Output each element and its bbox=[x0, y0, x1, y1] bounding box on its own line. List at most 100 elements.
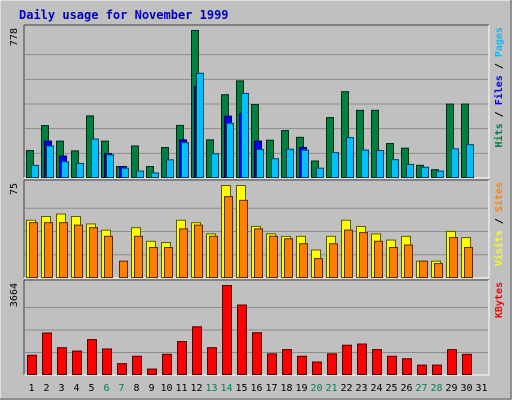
pages-bar-fill bbox=[211, 153, 219, 178]
hits-bar-fill bbox=[461, 103, 469, 178]
pages-bar-outline bbox=[181, 142, 189, 179]
sites-bar-outline bbox=[419, 260, 428, 279]
sites-bar-outline bbox=[464, 247, 473, 278]
sites-bar-fill bbox=[449, 237, 458, 278]
pages-bar bbox=[346, 137, 354, 178]
panel-visits-legend: Visits / Sites bbox=[493, 182, 505, 266]
pages-bar bbox=[181, 142, 189, 179]
panel-visits: 75 Visits / Sites bbox=[9, 179, 505, 279]
hits-bar-fill bbox=[131, 145, 139, 178]
sites-bar-outline bbox=[149, 247, 158, 278]
hits-bar-fill bbox=[86, 115, 94, 178]
kbytes-bar bbox=[162, 353, 172, 376]
day-label: 20 bbox=[310, 383, 322, 394]
sites-bar-outline bbox=[29, 222, 38, 278]
pages-bar-fill bbox=[196, 72, 204, 178]
hits-bar-fill bbox=[356, 109, 364, 178]
kbytes-bar-fill bbox=[27, 354, 37, 375]
panel-hits-legend: Hits / Files / Pages bbox=[493, 27, 505, 147]
pages-bar-fill bbox=[406, 163, 414, 178]
kbytes-bar-outline bbox=[207, 347, 217, 375]
sites-bar-fill bbox=[239, 199, 248, 278]
pages-bar-fill bbox=[91, 138, 99, 178]
pages-bar-outline bbox=[256, 149, 264, 179]
pages-bar-outline bbox=[76, 162, 84, 179]
sites-bar-fill bbox=[374, 240, 383, 278]
pages-bar-fill bbox=[256, 149, 264, 178]
kbytes-bar-fill bbox=[327, 353, 337, 375]
panel-hits-max-label: 778 bbox=[9, 28, 20, 46]
hits-bar-fill bbox=[146, 166, 154, 178]
sites-bar-outline bbox=[284, 238, 293, 279]
pages-bar-outline bbox=[151, 172, 159, 179]
day-label: 18 bbox=[280, 383, 292, 394]
pages-bar-fill bbox=[76, 162, 84, 178]
panel-visits-max-label: 75 bbox=[9, 183, 20, 195]
chart-title: Daily usage for November 1999 bbox=[19, 8, 229, 22]
pages-bar-fill bbox=[226, 122, 234, 178]
kbytes-bar-fill bbox=[177, 341, 187, 375]
hits-bar-outline bbox=[371, 109, 379, 178]
kbytes-bar-fill bbox=[462, 353, 472, 375]
kbytes-bar bbox=[327, 353, 337, 375]
sites-bar bbox=[434, 263, 443, 278]
pages-bar bbox=[316, 167, 324, 179]
kbytes-bar bbox=[297, 355, 307, 375]
pages-bar-outline bbox=[361, 149, 369, 179]
sites-bar-outline bbox=[209, 235, 218, 278]
pages-bar-fill bbox=[391, 159, 399, 178]
sites-bar bbox=[464, 247, 473, 278]
day-label: 8 bbox=[133, 383, 139, 394]
pages-bar bbox=[391, 159, 399, 179]
kbytes-bar-fill bbox=[432, 364, 442, 375]
kbytes-bar-outline bbox=[132, 355, 142, 375]
kbytes-bar-outline bbox=[267, 353, 277, 375]
pages-bar-outline bbox=[436, 170, 444, 179]
sites-bar-outline bbox=[44, 222, 53, 278]
sites-bar bbox=[359, 232, 368, 278]
pages-bar-outline bbox=[286, 148, 294, 179]
kbytes-bar bbox=[102, 348, 112, 376]
pages-bar bbox=[61, 161, 69, 179]
kbytes-bar-fill bbox=[42, 332, 52, 375]
hits-bar-fill bbox=[341, 91, 349, 178]
hits-bar-outline bbox=[26, 150, 34, 179]
sites-bar bbox=[134, 235, 143, 278]
kbytes-bar-outline bbox=[237, 304, 247, 375]
kbytes-bar bbox=[387, 355, 397, 375]
pages-bar-outline bbox=[121, 167, 129, 179]
pages-bar bbox=[226, 122, 234, 178]
pages-bar bbox=[256, 149, 264, 179]
sites-bar bbox=[194, 224, 203, 278]
day-label: 4 bbox=[73, 383, 79, 394]
legend-hits: Hits bbox=[493, 123, 505, 147]
kbytes-bar bbox=[42, 332, 52, 376]
day-label: 13 bbox=[205, 383, 217, 394]
kbytes-bar bbox=[462, 353, 472, 376]
pages-bar-outline bbox=[136, 170, 144, 179]
kbytes-bar-outline bbox=[297, 355, 307, 375]
pages-bar-fill bbox=[376, 150, 384, 178]
kbytes-bar-fill bbox=[117, 363, 127, 375]
sites-bar-fill bbox=[134, 235, 143, 278]
kbytes-bar bbox=[402, 358, 412, 375]
pages-bar bbox=[76, 162, 84, 179]
pages-bar-outline bbox=[406, 163, 414, 179]
day-label: 12 bbox=[190, 383, 202, 394]
pages-bar-fill bbox=[361, 149, 369, 178]
sites-bar-outline bbox=[449, 237, 458, 278]
pages-bar-outline bbox=[196, 72, 204, 178]
kbytes-bar-fill bbox=[297, 355, 307, 375]
hits-bar-fill bbox=[311, 160, 319, 178]
pages-bar-fill bbox=[331, 152, 339, 178]
kbytes-bar bbox=[87, 339, 97, 375]
kbytes-bar bbox=[282, 349, 292, 376]
kbytes-bar-outline bbox=[252, 332, 262, 375]
hits-bar-fill bbox=[416, 164, 424, 178]
hits-bar-outline bbox=[356, 109, 364, 178]
sites-bar-outline bbox=[104, 235, 113, 278]
kbytes-bar bbox=[57, 347, 67, 375]
sites-bar-fill bbox=[119, 260, 128, 278]
pages-bar-outline bbox=[106, 154, 114, 179]
pages-bar-fill bbox=[346, 137, 354, 178]
